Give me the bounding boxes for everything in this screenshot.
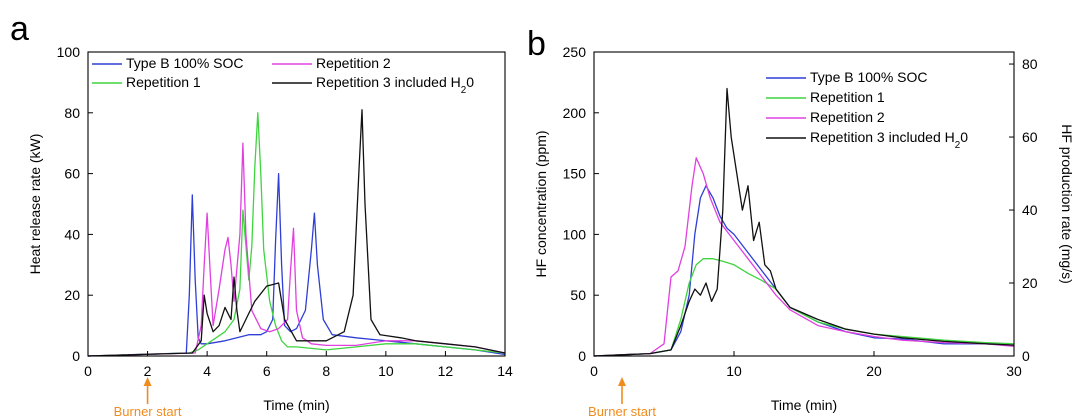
y2-axis-label: HF production rate (mg/s) (1059, 124, 1072, 284)
y-tick-label: 100 (57, 44, 81, 60)
panel-b-label: b (527, 25, 546, 63)
x-axis-label: Time (min) (263, 397, 329, 413)
legend-entry-repetition-2: Repetition 2 (810, 109, 885, 125)
x-tick-label: 30 (1006, 363, 1022, 379)
series-line-repetition-2 (87, 142, 506, 357)
plot-frame (593, 51, 1015, 357)
legend-entry-type-b: Type B 100% SOC (126, 55, 244, 71)
x-tick-label: 10 (378, 363, 394, 379)
legend-entry-type-b: Type B 100% SOC (810, 69, 928, 85)
panel-a: a 0 2 4 6 8 10 12 14 0 20 40 60 80 100 Time (min) Heat … (10, 10, 513, 418)
panel-a-label: a (10, 10, 29, 48)
y2-tick-label: 0 (1022, 348, 1030, 364)
y-tick-label: 200 (563, 105, 587, 121)
burner-start-arrow-head (143, 377, 152, 386)
y-tick-label: 250 (563, 44, 587, 60)
series-line-type-b (593, 185, 1015, 357)
y-axis-label: Heat release rate (kW) (27, 134, 43, 275)
y-tick-label: 80 (64, 105, 80, 121)
x-axis-label: Time (min) (771, 397, 837, 413)
plot-frame (87, 51, 506, 357)
y-tick-label: 60 (64, 166, 80, 182)
x-tick-label: 14 (497, 363, 513, 379)
x-tick-label: 12 (438, 363, 454, 379)
x-tick-label: 0 (590, 363, 598, 379)
burner-start-label: Burner start (588, 404, 656, 418)
y-tick-label: 40 (64, 226, 80, 242)
y-axis-label: HF concentration (ppm) (533, 130, 549, 277)
y2-tick-label: 80 (1022, 56, 1038, 72)
y2-tick-label: 20 (1022, 275, 1038, 291)
x-tick-label: 4 (203, 363, 211, 379)
x-tick-label: 20 (866, 363, 882, 379)
y2-tick-label: 60 (1022, 129, 1038, 145)
legend-entry-repetition-3: Repetition 3 included H20 (316, 74, 474, 96)
y-tick-label: 150 (563, 166, 587, 182)
legend-entry-repetition-2: Repetition 2 (316, 55, 391, 71)
y-tick-label: 0 (578, 348, 586, 364)
x-tick-label: 8 (322, 363, 330, 379)
x-tick-label: 6 (263, 363, 271, 379)
legend-entry-repetition-3: Repetition 3 included H20 (810, 129, 968, 151)
x-tick-label: 0 (84, 363, 92, 379)
series-line-repetition-3 (593, 87, 1015, 357)
x-tick-label: 10 (726, 363, 742, 379)
series-line-repetition-1 (87, 112, 506, 357)
y-tick-label: 0 (72, 348, 80, 364)
y-tick-label: 20 (64, 287, 80, 303)
y-tick-label: 50 (570, 287, 586, 303)
y2-tick-label: 40 (1022, 202, 1038, 218)
burner-start-label: Burner start (114, 404, 182, 418)
legend-entry-repetition-1: Repetition 1 (810, 89, 885, 105)
y-tick-label: 100 (563, 226, 587, 242)
series-line-repetition-3 (87, 109, 506, 357)
legend-entry-repetition-1: Repetition 1 (126, 74, 201, 90)
x-tick-label: 2 (144, 363, 152, 379)
series-line-type-b (87, 172, 506, 357)
burner-start-arrow-head (618, 377, 626, 386)
series-line-repetition-2 (593, 157, 1015, 357)
